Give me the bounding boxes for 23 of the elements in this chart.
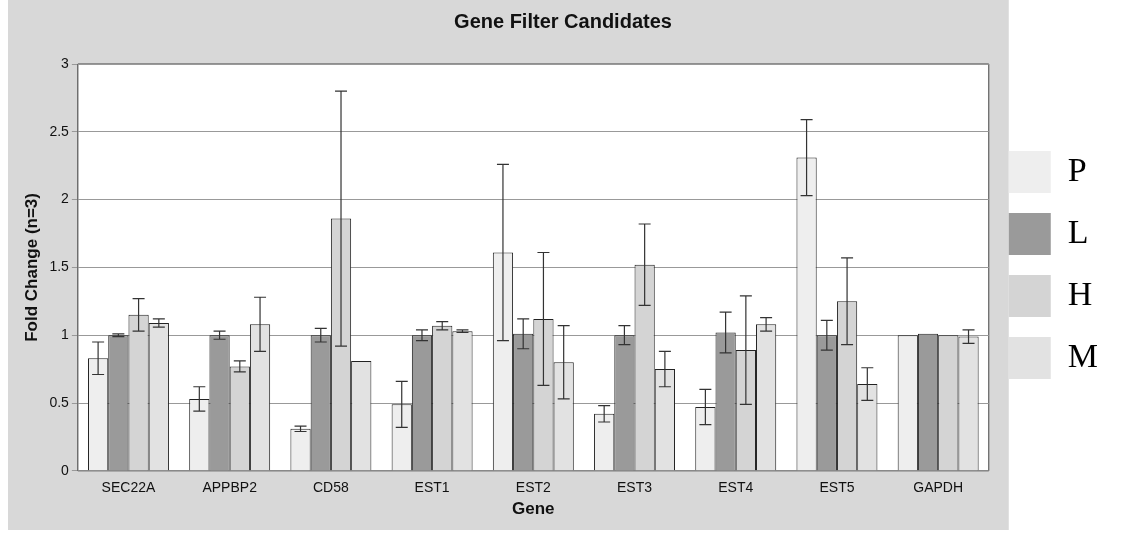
x-tick-label: EST4 (718, 479, 754, 496)
x-tick-label: APPBP2 (202, 479, 258, 496)
y-tick-label: 2 (61, 190, 70, 207)
y-tick-label: 1 (61, 326, 70, 343)
x-tick-label: EST2 (515, 479, 552, 496)
y-tick-label: 3 (61, 54, 70, 71)
x-tick-label: EST3 (617, 479, 653, 496)
chart-title: Gene Filter Candidates (454, 9, 672, 32)
y-tick-label: 0 (61, 461, 70, 478)
x-tick-label: SEC22A (101, 479, 156, 496)
y-tick-label: 0.5 (49, 393, 70, 410)
legend-label: P (1067, 150, 1087, 188)
y-tick-label: 2.5 (49, 122, 70, 139)
legend-label: L (1067, 212, 1089, 250)
y-axis-title: Fold Change (n=3) (21, 193, 41, 342)
legend-label: H (1067, 274, 1093, 312)
x-tick-label: CD58 (312, 479, 349, 496)
x-axis-title: Gene (512, 499, 555, 519)
legend-label: M (1067, 336, 1098, 374)
x-tick-label: EST1 (414, 479, 450, 496)
x-tick-label: EST5 (819, 479, 855, 496)
x-tick-label: GAPDH (913, 479, 964, 496)
y-tick-label: 1.5 (49, 258, 70, 275)
